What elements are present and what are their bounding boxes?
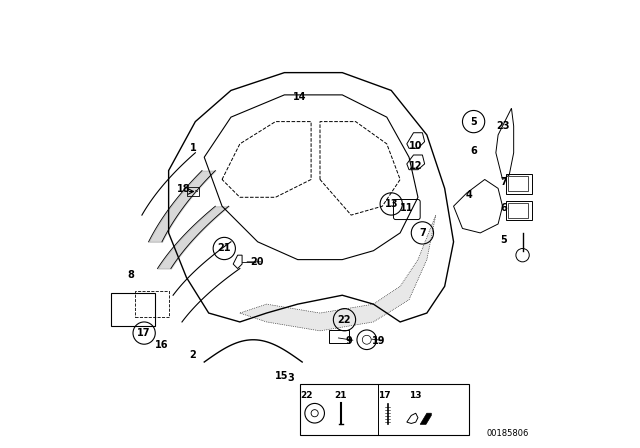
Text: 3: 3 <box>288 373 294 383</box>
Text: 21: 21 <box>335 391 347 400</box>
Text: 19: 19 <box>372 336 385 346</box>
Text: 14: 14 <box>293 92 307 102</box>
Text: 6: 6 <box>500 203 507 213</box>
Text: 23: 23 <box>497 121 510 131</box>
Text: 5: 5 <box>500 235 507 245</box>
Text: 10: 10 <box>409 141 422 151</box>
Text: 00185806: 00185806 <box>487 429 529 438</box>
Text: 2: 2 <box>189 350 196 360</box>
Text: 22: 22 <box>338 315 351 325</box>
Polygon shape <box>240 215 436 331</box>
Text: 22: 22 <box>300 391 312 400</box>
Text: 8: 8 <box>127 270 134 280</box>
Text: 7: 7 <box>500 177 507 187</box>
Text: 11: 11 <box>400 203 413 213</box>
Text: 13: 13 <box>385 199 398 209</box>
Text: 9: 9 <box>346 336 352 346</box>
Text: 5: 5 <box>470 116 477 127</box>
Text: 17: 17 <box>378 391 391 400</box>
Text: 20: 20 <box>250 257 264 267</box>
Text: 21: 21 <box>218 243 231 254</box>
Text: 18: 18 <box>177 184 191 194</box>
Text: 1: 1 <box>189 143 196 153</box>
Text: 4: 4 <box>466 190 472 200</box>
Text: 7: 7 <box>419 228 426 238</box>
Text: 17: 17 <box>138 328 151 338</box>
Text: 6: 6 <box>470 146 477 155</box>
Text: 16: 16 <box>155 340 169 350</box>
Text: 15: 15 <box>275 371 289 381</box>
Polygon shape <box>420 413 431 424</box>
Text: 12: 12 <box>409 161 422 171</box>
Text: 13: 13 <box>410 391 422 400</box>
